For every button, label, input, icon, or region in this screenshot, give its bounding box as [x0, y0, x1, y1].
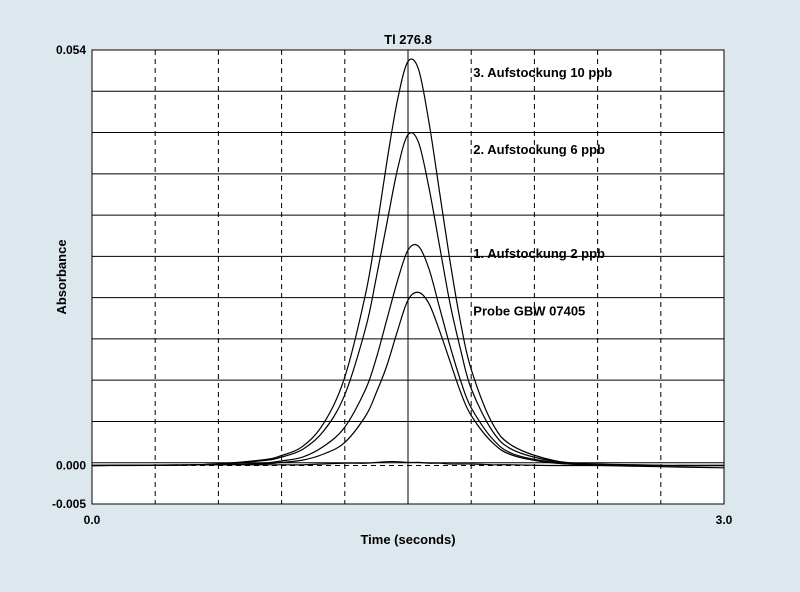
chart-title: Tl 276.8	[384, 32, 432, 47]
x-axis-label: Time (seconds)	[360, 532, 455, 547]
series-annotation: 3. Aufstockung 10 ppb	[473, 65, 612, 80]
y-tick-label: 0.000	[56, 459, 86, 473]
x-tick-label: 3.0	[716, 513, 733, 527]
y-tick-label: 0.054	[56, 43, 86, 57]
series-annotation: 2. Aufstockung 6 ppb	[473, 142, 605, 157]
series-line-3	[91, 243, 724, 467]
x-tick-label: 0.0	[84, 513, 101, 527]
series-line-1	[91, 58, 725, 467]
tick-labels: 0.054 0.000 -0.005 0.0 3.0	[52, 43, 733, 527]
series-group	[91, 58, 725, 469]
series-annotation: 1. Aufstockung 2 ppb	[473, 246, 605, 261]
y-tick-label: -0.005	[52, 497, 86, 511]
series-line-2	[91, 132, 724, 467]
annotations: 3. Aufstockung 10 ppb 2. Aufstockung 6 pp…	[473, 65, 612, 319]
y-axis-label: Absorbance	[54, 239, 69, 314]
series-line-5	[91, 460, 725, 469]
series-line-4	[91, 291, 724, 467]
series-annotation: Probe GBW 07405	[473, 303, 585, 318]
